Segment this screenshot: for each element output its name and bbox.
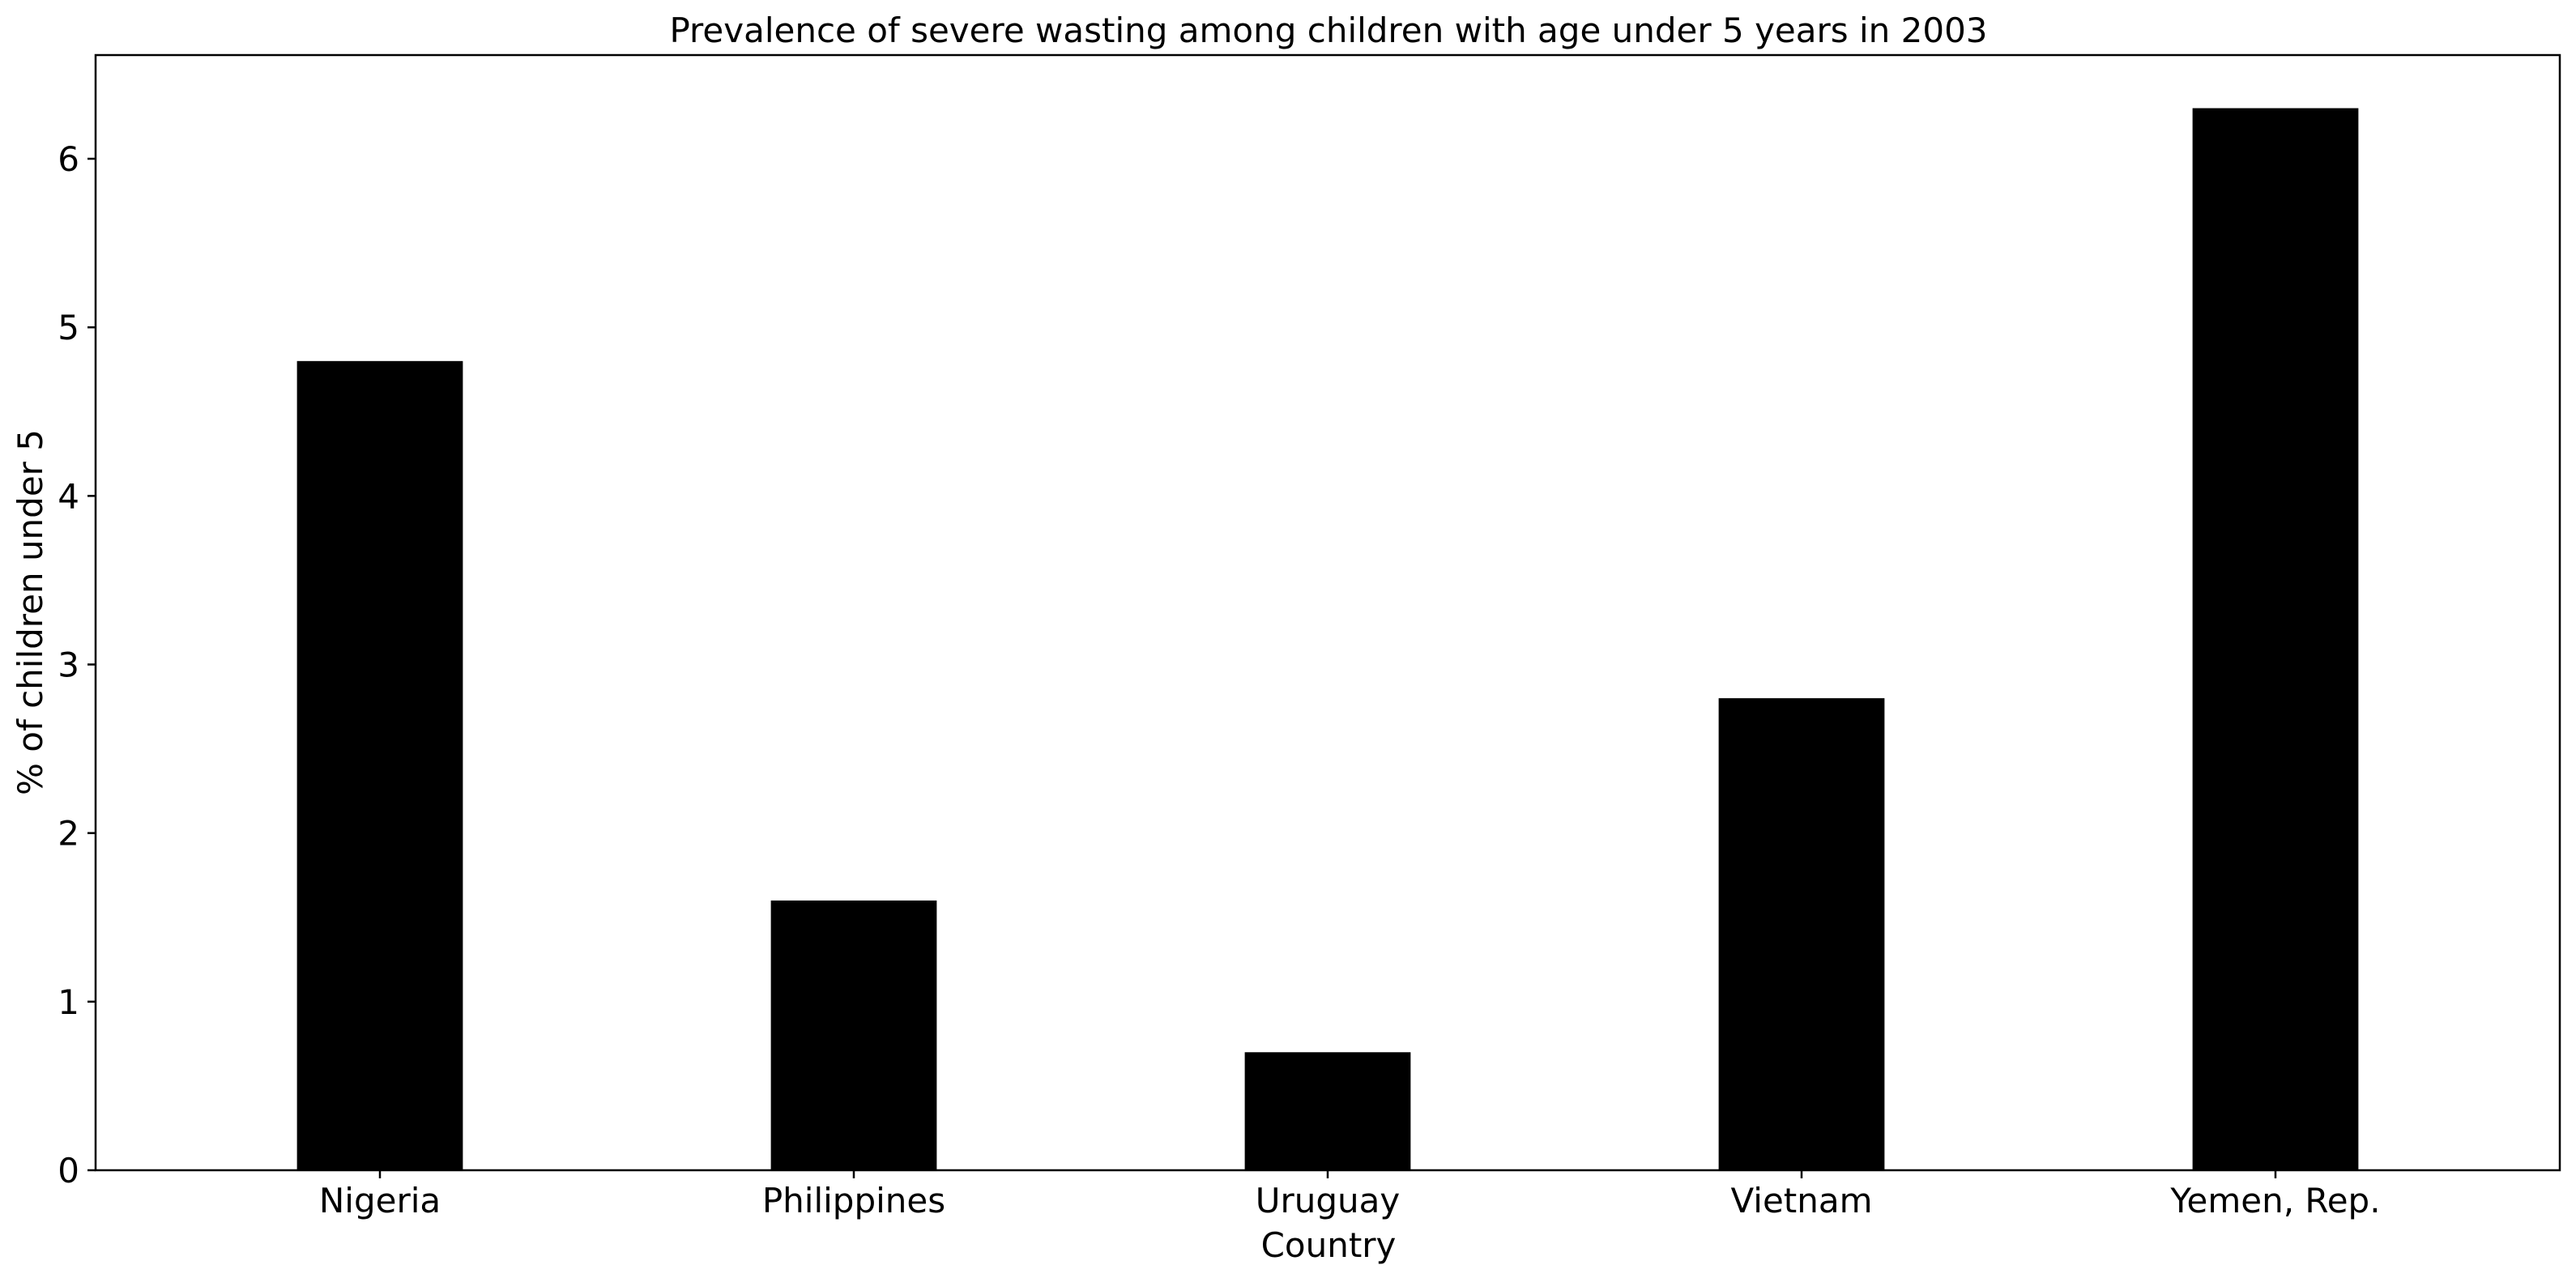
x-tick-label: Yemen, Rep.	[2169, 1181, 2380, 1220]
x-tick-label: Philippines	[762, 1181, 945, 1220]
x-tick-label: Uruguay	[1256, 1181, 1401, 1220]
bar-vietnam	[1718, 698, 1885, 1170]
y-tick-label: 5	[58, 308, 79, 347]
x-tick-label: Vietnam	[1730, 1181, 1872, 1220]
bar-nigeria	[296, 360, 463, 1171]
x-axis-label: Country	[1261, 1225, 1397, 1265]
x-axis: Nigeria Philippines Uruguay Vietnam Yemen, R…	[319, 1170, 2381, 1220]
y-tick-label: 1	[58, 982, 79, 1022]
x-tick-label: Nigeria	[319, 1181, 441, 1220]
bar-yemen-rep	[2192, 108, 2359, 1171]
y-tick-label: 6	[58, 139, 79, 179]
y-tick-label: 3	[58, 645, 79, 685]
y-tick-label: 4	[58, 476, 79, 516]
bar-philippines	[770, 900, 937, 1170]
y-axis-label: % of children under 5	[11, 429, 50, 795]
chart-title: Prevalence of severe wasting among child…	[669, 11, 1987, 50]
y-tick-label: 2	[58, 814, 79, 854]
y-axis: 0 1 2 3 4 5 6	[58, 139, 96, 1190]
bars-layer	[296, 108, 2359, 1171]
y-tick-label: 0	[58, 1151, 79, 1190]
bar-uruguay	[1244, 1052, 1411, 1170]
plot-area-frame	[94, 53, 2561, 1172]
